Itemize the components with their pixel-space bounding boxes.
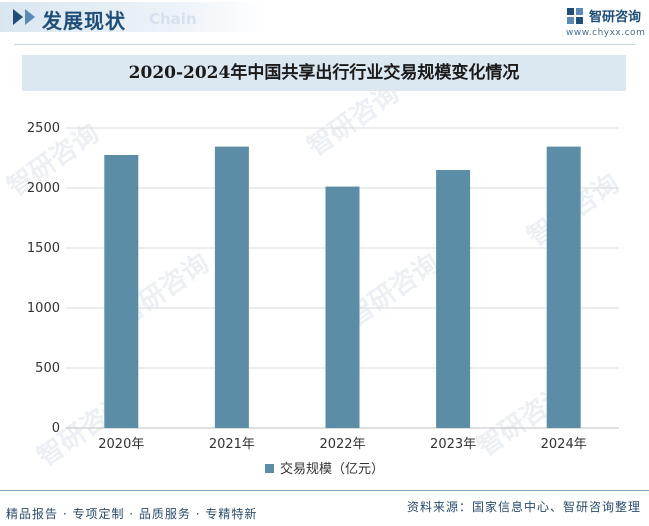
footer-divider xyxy=(0,490,649,491)
section-title: 发展现状 xyxy=(42,9,126,33)
brand-name: 智研咨询 xyxy=(589,10,642,25)
bar xyxy=(214,146,249,428)
brand-logo-icon xyxy=(567,8,583,24)
x-tick-label: 2023年 xyxy=(430,437,476,452)
bar xyxy=(546,146,581,428)
x-tick-label: 2024年 xyxy=(541,437,587,452)
legend-swatch xyxy=(264,464,274,473)
y-tick-label: 2500 xyxy=(27,121,60,136)
section-tab xyxy=(0,2,265,32)
x-tick-label: 2020年 xyxy=(98,437,144,452)
y-tick-label: 1000 xyxy=(27,301,60,316)
y-tick-label: 500 xyxy=(35,361,60,376)
bar xyxy=(104,155,139,428)
bar xyxy=(325,186,360,428)
chevron-icon xyxy=(13,9,23,25)
footer-tagline: 精品报告 · 专项定制 · 品质服务 · 专精特新 xyxy=(6,507,258,521)
footer-source: 资料来源：国家信息中心、智研咨询整理 xyxy=(406,500,641,514)
y-tick-label: 1500 xyxy=(27,241,60,256)
x-tick-label: 2022年 xyxy=(319,437,365,452)
chevron-icon xyxy=(25,9,35,25)
header-divider xyxy=(14,44,635,45)
header-bar: 发展现状 Chain 智研咨询 www.chyxx.com xyxy=(0,0,649,38)
brand-url: www.chyxx.com xyxy=(566,28,646,38)
chart-title: 2020-2024年中国共享出行行业交易规模变化情况 xyxy=(128,63,520,83)
chart-title-band: 2020-2024年中国共享出行行业交易规模变化情况 xyxy=(22,55,626,91)
section-title-en: Chain xyxy=(149,10,197,28)
y-tick-label: 0 xyxy=(52,421,60,436)
legend-label: 交易规模（亿元） xyxy=(279,462,384,477)
x-tick-label: 2021年 xyxy=(209,437,255,452)
y-tick-label: 2000 xyxy=(27,181,60,196)
bar-chart: 0 500 1000 1500 2000 2500 2020年 2021年 2022年 2023年… xyxy=(27,121,619,452)
legend: 交易规模（亿元） xyxy=(0,458,649,477)
bar xyxy=(436,170,471,428)
